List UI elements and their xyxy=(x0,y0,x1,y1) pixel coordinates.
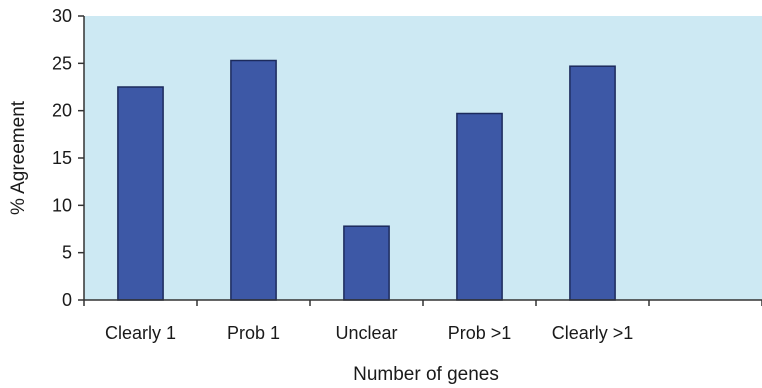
y-ticks: 0 5 10 15 20 25 30 xyxy=(52,6,84,310)
y-tick-label: 20 xyxy=(52,101,72,121)
bar-prob-1 xyxy=(456,112,503,301)
x-tick-label: Clearly 1 xyxy=(105,323,176,343)
bar-clearly-1 xyxy=(117,86,164,301)
plot-area xyxy=(84,16,762,300)
y-tick-label: 0 xyxy=(62,290,72,310)
x-axis-title: Number of genes xyxy=(353,364,499,385)
bar-clearly-1 xyxy=(569,65,616,301)
x-tick-label: Prob 1 xyxy=(227,323,280,343)
y-tick-label: 30 xyxy=(52,6,72,26)
y-axis-title: % Agreement xyxy=(8,100,29,215)
bar-prob-1 xyxy=(230,59,277,301)
x-tick-label: Prob >1 xyxy=(448,323,512,343)
x-ticks: Clearly 1 Prob 1 Unclear Prob >1 Clearly >1 xyxy=(83,300,762,343)
y-tick-label: 15 xyxy=(52,148,72,168)
y-tick-label: 25 xyxy=(52,53,72,73)
x-tick-label: Clearly >1 xyxy=(552,323,634,343)
x-tick-label: Unclear xyxy=(335,323,397,343)
bars xyxy=(117,59,616,301)
bar-unclear xyxy=(343,225,390,301)
y-tick-label: 5 xyxy=(62,243,72,263)
y-tick-label: 10 xyxy=(52,195,72,215)
